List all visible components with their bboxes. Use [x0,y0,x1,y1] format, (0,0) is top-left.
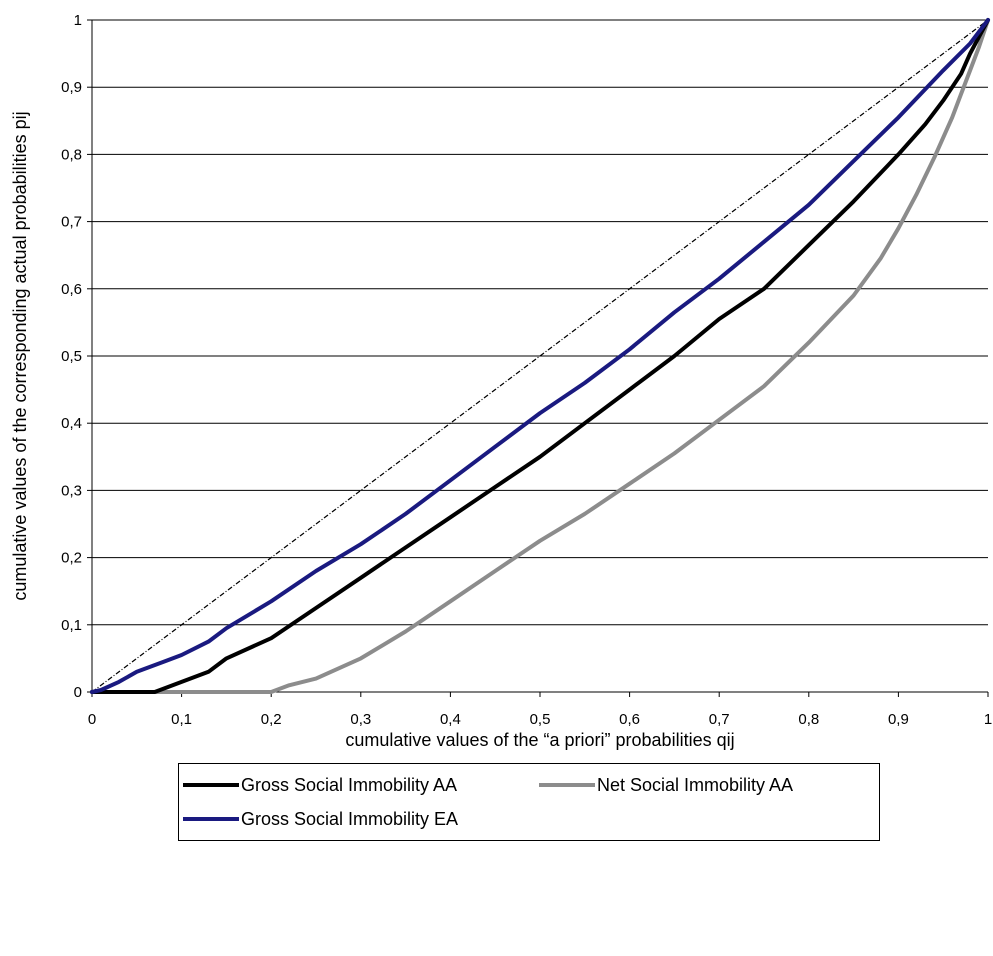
x-tick-labels: 0 0,1 0,2 0,3 0,4 0,5 0,6 0,7 0,8 0,9 1 [88,711,992,728]
legend-swatch-net-aa [539,783,595,787]
y-tick-label: 0,2 [61,550,82,567]
y-axis-title: cumulative values of the corresponding a… [10,111,30,600]
y-tick-label: 0 [74,684,82,701]
x-tick-label: 0,5 [530,711,551,728]
x-axis-title: cumulative values of the “a priori” prob… [345,730,734,750]
legend-label-gross-aa: Gross Social Immobility AA [241,774,458,795]
y-tick-labels: 0 0,1 0,2 0,3 0,4 0,5 0,6 0,7 0,8 0,9 1 [61,12,82,701]
legend-swatch-gross-aa [183,783,239,787]
legend-item-gross-aa: Gross Social Immobility AA [183,774,457,796]
legend-item-gross-ea: Gross Social Immobility EA [183,808,458,830]
series-line-net-aa [90,18,990,694]
legend-item-net-aa: Net Social Immobility AA [539,774,793,796]
x-tick-label: 0,4 [440,711,461,728]
legend-label-net-aa: Net Social Immobility AA [597,774,794,795]
x-tick-label: 0,9 [888,711,909,728]
line-chart: 0 0,1 0,2 0,3 0,4 0,5 0,6 0,7 0,8 0,9 1 0 0,1 0,2 0,3… [10,12,992,750]
y-tick-label: 1 [74,12,82,29]
legend-label-gross-ea: Gross Social Immobility EA [241,808,459,829]
reference-diagonal-line [91,19,989,693]
y-tick-label: 0,9 [61,79,82,96]
y-tick-label: 0,8 [61,146,82,163]
y-tick-label: 0,3 [61,482,82,499]
x-axis-title-line: cumulative values of the “a priori” prob… [345,730,734,750]
x-tick-label: 0,6 [619,711,640,728]
x-tick-label: 0,1 [171,711,192,728]
y-tick-label: 0,5 [61,348,82,365]
x-tick-label: 1 [984,711,992,728]
x-tick-label: 0,8 [798,711,819,728]
y-tick-label: 0,7 [61,214,82,231]
y-tick-label: 0,6 [61,281,82,298]
x-tick-label: 0 [88,711,96,728]
x-tick-label: 0,2 [261,711,282,728]
legend-swatch-gross-ea [183,817,239,821]
gridlines [92,19,988,626]
legend: Gross Social Immobility AA Net Social Im… [178,763,880,841]
x-tick-label: 0,3 [350,711,371,728]
series-lines [90,18,990,694]
series-line-gross-aa [90,18,990,694]
series-line-gross-ea [90,18,990,694]
y-tick-label: 0,4 [61,415,82,432]
x-tick-label: 0,7 [709,711,730,728]
y-tick-label: 0,1 [61,617,82,634]
